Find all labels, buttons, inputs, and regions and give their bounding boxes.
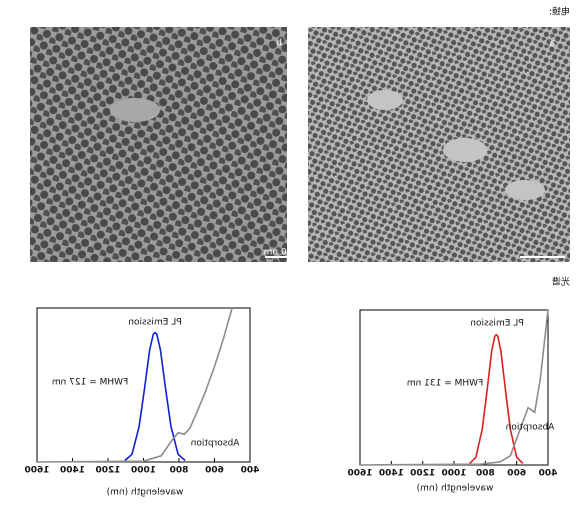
x-axis-label: wavelength (nm): [107, 488, 184, 498]
x-tick-label: 600: [507, 469, 526, 479]
x-tick-label: 800: [170, 466, 189, 476]
x-tick-label: 400: [539, 469, 558, 479]
annotation: PL Emission: [128, 318, 181, 328]
section-label: 电镜:: [549, 6, 570, 18]
image-label: a: [549, 39, 555, 49]
x-tick-label: 800: [476, 469, 495, 479]
tem-image-a: [308, 27, 570, 262]
annotation: FWHM = 127 nm: [52, 378, 128, 388]
annotation: Absorption: [191, 439, 240, 449]
image-label: b: [276, 39, 282, 49]
spectrum-line: [36, 307, 233, 463]
annotation: FWHM = 131 nm: [407, 379, 483, 389]
spectrum-line: [469, 333, 524, 464]
spectrum-line: [124, 331, 186, 462]
x-tick-label: 400: [241, 466, 260, 476]
annotation: Absorption: [506, 423, 555, 433]
x-tick-label: 1200: [410, 469, 435, 479]
tem-image-b: [30, 27, 290, 262]
x-tick-label: 1200: [95, 466, 120, 476]
x-tick-label: 1000: [441, 469, 466, 479]
spectrum-line: [359, 309, 549, 466]
x-tick-label: 1600: [24, 466, 49, 476]
x-tick-label: 1000: [131, 466, 156, 476]
x-tick-label: 1400: [60, 466, 85, 476]
section-label: 光谱: [552, 276, 570, 288]
scale-bar-label: 20 nm: [264, 248, 293, 258]
x-tick-label: 600: [205, 466, 224, 476]
x-tick-label: 1600: [347, 469, 372, 479]
x-axis-label: wavelength (nm): [417, 484, 494, 494]
x-tick-label: 1400: [379, 469, 404, 479]
annotation: PL Emission: [470, 319, 523, 329]
